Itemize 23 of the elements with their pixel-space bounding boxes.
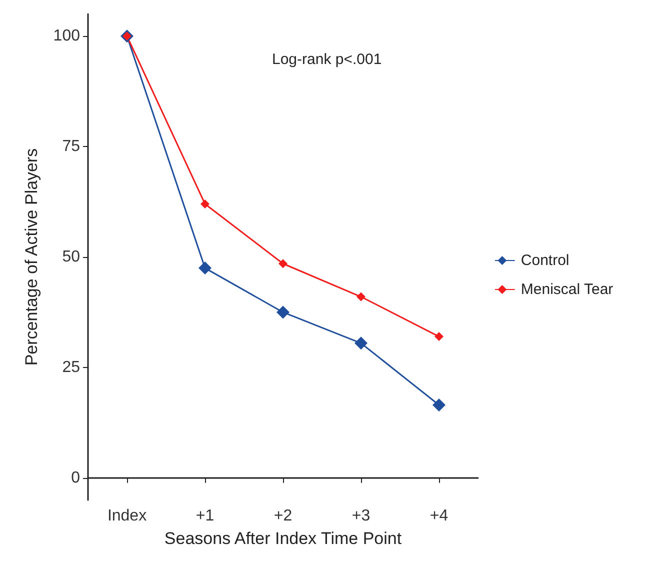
y-tick-label: 100 xyxy=(53,28,80,45)
point xyxy=(354,336,368,350)
annotation: Log-rank p<.001 xyxy=(272,51,382,68)
point xyxy=(276,306,290,319)
legend-label: Control xyxy=(520,252,570,269)
x-tick-label: +3 xyxy=(352,508,370,524)
point xyxy=(432,398,446,412)
y-tick-label: 50 xyxy=(62,248,80,266)
point xyxy=(278,259,288,268)
x-tick-label: +4 xyxy=(430,508,448,524)
x-axis-title: Seasons After Index Time Point xyxy=(164,529,402,548)
y-tick-label: 25 xyxy=(62,358,80,376)
point xyxy=(198,262,212,275)
y-tick-label: 0 xyxy=(71,469,80,486)
legend-label: Meniscal Tear xyxy=(520,281,614,298)
point xyxy=(356,292,366,302)
x-tick-label: +1 xyxy=(196,508,214,524)
x-tick-label: Index xyxy=(107,508,147,524)
x-tick-label: +2 xyxy=(274,508,292,524)
point xyxy=(200,199,210,208)
point xyxy=(434,332,444,342)
y-axis-title: Percentage of Active Players xyxy=(22,148,41,366)
y-tick-label: 75 xyxy=(62,138,80,156)
